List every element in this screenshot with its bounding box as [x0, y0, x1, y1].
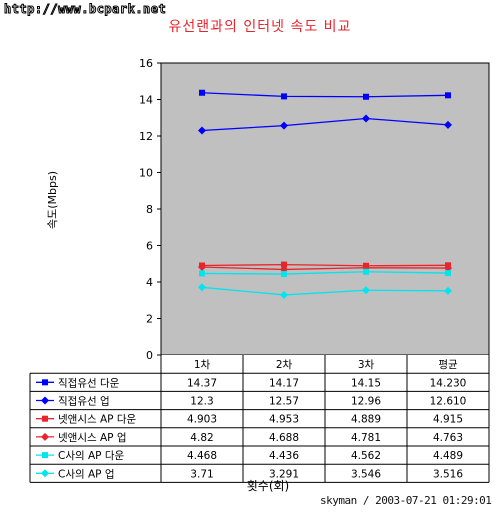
data-point — [281, 261, 287, 268]
data-value-label: 12.610 — [430, 396, 467, 408]
data-value-label: 4.889 — [351, 414, 381, 426]
data-point — [445, 270, 451, 277]
data-point — [280, 290, 288, 299]
legend-key-marker — [42, 452, 48, 459]
data-value-label: 4.562 — [351, 450, 381, 462]
legend-key-marker — [42, 415, 48, 422]
data-value-label: 4.82 — [190, 432, 213, 444]
legend-series-name: 직접유선 다운 — [58, 377, 120, 389]
legend-series-name: C사의 AP 업 — [58, 467, 115, 480]
data-value-label: 4.953 — [269, 414, 299, 426]
data-value-label: 4.436 — [269, 450, 299, 462]
data-value-label: 4.781 — [351, 432, 381, 444]
data-value-label: 14.17 — [269, 377, 299, 389]
data-point — [280, 121, 288, 130]
data-point — [199, 89, 205, 96]
data-value-label: 12.3 — [190, 396, 213, 408]
series-line — [201, 117, 449, 132]
data-point — [198, 283, 206, 292]
plot-area — [160, 62, 490, 356]
legend-series-name: 직접유선 업 — [58, 395, 110, 408]
data-point — [363, 268, 369, 275]
y-tick-label: 4 — [146, 276, 153, 289]
data-point — [444, 120, 452, 129]
data-point — [281, 93, 287, 100]
author-signature: skyman / 2003-07-21 01:29:01 — [320, 494, 492, 507]
data-point — [362, 114, 370, 123]
data-value-label: 4.688 — [269, 432, 299, 444]
data-value-label: 4.468 — [187, 450, 217, 462]
data-value-label: 12.96 — [351, 396, 381, 408]
data-value-label: 3.291 — [269, 468, 299, 480]
y-tick-label: 2 — [146, 313, 153, 326]
y-tick-label: 10 — [139, 167, 153, 180]
site-watermark: http://www.bcpark.net — [3, 2, 167, 17]
category-label: 평균 — [438, 359, 458, 371]
data-value-label: 4.915 — [433, 414, 463, 426]
series-line — [201, 92, 449, 98]
data-value-label: 4.763 — [433, 432, 463, 444]
data-value-label: 4.903 — [187, 414, 217, 426]
data-value-label: 14.230 — [430, 377, 467, 389]
y-tick-label: 6 — [146, 240, 153, 253]
category-label: 3차 — [358, 359, 375, 371]
data-point — [199, 270, 205, 277]
legend-key-marker — [41, 432, 49, 441]
series-line — [201, 266, 449, 271]
category-label: 2차 — [276, 359, 293, 371]
y-tick-label: 8 — [146, 203, 153, 216]
data-value-label: 3.71 — [190, 468, 213, 480]
legend-series-name: C사의 AP 다운 — [58, 450, 125, 462]
x-axis-label: 횟수(회) — [246, 479, 290, 493]
data-value-label: 3.516 — [433, 468, 463, 480]
data-point — [444, 264, 452, 273]
category-label: 1차 — [194, 359, 211, 371]
data-point — [363, 93, 369, 100]
data-point — [445, 92, 451, 99]
y-tick-label: 16 — [139, 57, 153, 70]
data-point — [198, 263, 206, 272]
data-value-label: 14.15 — [351, 377, 381, 389]
y-tick-label: 12 — [139, 130, 153, 143]
data-point — [444, 286, 452, 295]
data-point — [198, 126, 206, 135]
legend-series-name: 넷앤시스 AP 다운 — [58, 414, 136, 426]
series-line — [201, 271, 449, 275]
data-point — [362, 286, 370, 295]
data-value-label: 4.489 — [433, 450, 463, 462]
series-line — [201, 263, 449, 267]
chart-title: 유선랜과의 인터넷 속도 비교 — [168, 19, 352, 35]
series-line — [201, 286, 449, 296]
legend-series-name: 넷앤시스 AP 업 — [58, 431, 127, 444]
data-point — [281, 271, 287, 278]
legend-key-marker — [41, 396, 49, 405]
y-tick-label: 0 — [146, 349, 153, 362]
legend-key-marker — [41, 469, 49, 478]
y-tick-label: 14 — [139, 94, 153, 107]
data-value-label: 14.37 — [187, 377, 217, 389]
data-value-label: 12.57 — [269, 396, 299, 408]
legend-key-marker — [42, 379, 48, 386]
data-value-label: 3.546 — [351, 468, 381, 480]
